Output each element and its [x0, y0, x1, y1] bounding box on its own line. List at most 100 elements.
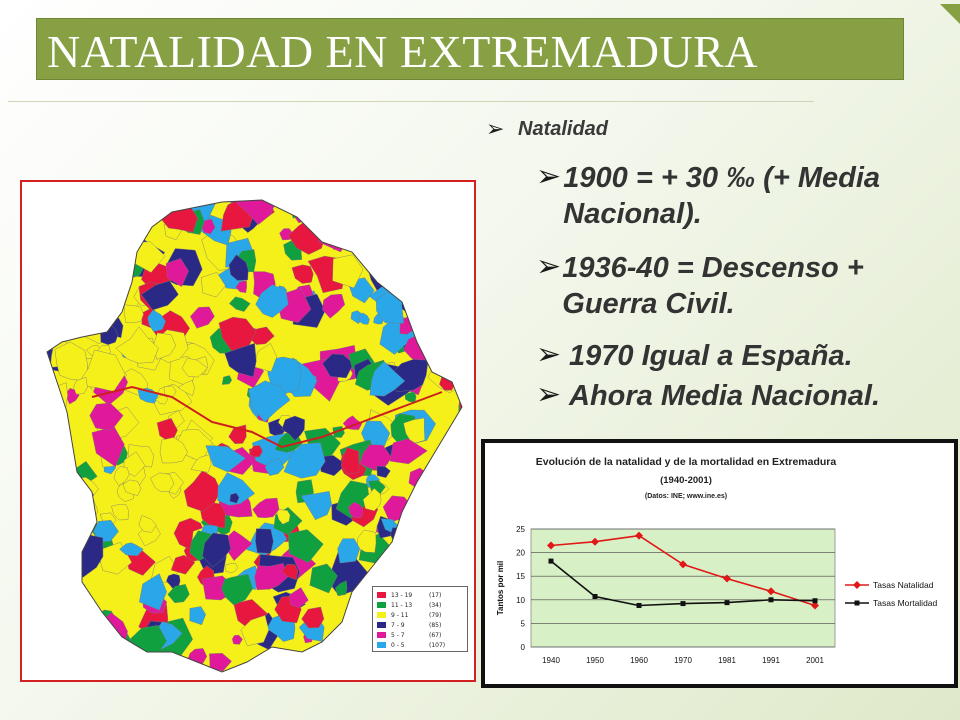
legend-marker	[854, 600, 860, 606]
map-municipality	[183, 470, 221, 512]
bullet-item: ➢ 1936-40 = Descenso + Guerra Civil.	[536, 250, 946, 322]
data-point	[811, 601, 819, 610]
map-municipality	[322, 353, 354, 379]
map-municipality	[228, 254, 249, 281]
map-municipality	[458, 387, 462, 420]
y-tick-label: 0	[521, 643, 526, 652]
map-municipality	[435, 200, 462, 216]
map-municipality	[313, 668, 327, 672]
map-municipality	[425, 208, 454, 232]
map-municipality	[164, 200, 177, 203]
map-municipality	[200, 272, 226, 298]
map-municipality	[291, 204, 306, 219]
legend-swatch	[377, 612, 386, 618]
map-municipality	[452, 426, 462, 443]
map-municipality	[202, 532, 231, 568]
map-municipality	[369, 361, 406, 397]
x-tick-label: 1940	[542, 656, 560, 665]
municipal-map: 13 - 19 (17) 11 - 13 (34) 9 - 11 (79) 7 …	[20, 180, 476, 682]
legend-marker	[853, 581, 861, 589]
map-municipality	[47, 261, 56, 296]
map-municipality	[73, 278, 90, 295]
map-municipality	[439, 232, 462, 254]
map-municipality	[47, 616, 69, 653]
map-municipality	[444, 478, 462, 506]
map-municipality	[47, 485, 74, 523]
map-municipality	[190, 306, 215, 329]
map-municipality	[101, 242, 116, 259]
map-municipality	[109, 223, 131, 245]
legend-count: (67)	[429, 631, 442, 639]
map-municipality	[56, 603, 84, 637]
map-municipality	[390, 562, 404, 576]
map-municipality	[221, 375, 233, 385]
map-municipality	[47, 293, 77, 316]
map-municipality	[170, 554, 196, 575]
map-municipality	[69, 216, 84, 233]
map-municipality	[362, 488, 382, 512]
data-point	[679, 560, 687, 569]
map-municipality	[414, 295, 436, 323]
map-municipality	[47, 284, 67, 309]
legend-row: 11 - 13 (34)	[377, 600, 463, 610]
map-municipality	[275, 508, 291, 525]
map-municipality	[123, 304, 144, 324]
map-municipality	[437, 653, 454, 670]
data-point	[767, 587, 775, 596]
map-municipality	[357, 529, 377, 553]
map-municipality	[51, 257, 61, 273]
map-municipality	[47, 658, 67, 672]
map-municipality	[287, 529, 324, 563]
map-municipality	[50, 382, 68, 408]
map-municipality	[377, 209, 390, 222]
map-municipality	[322, 293, 346, 319]
map-municipality	[47, 604, 64, 625]
legend-count: (34)	[429, 601, 442, 609]
map-municipality	[346, 208, 397, 250]
map-municipality	[63, 292, 79, 309]
map-municipality	[101, 273, 131, 300]
birth-death-rate-chart: Evolución de la natalidad y de la mortal…	[481, 439, 958, 688]
map-municipality	[236, 200, 276, 225]
map-municipality	[449, 424, 462, 455]
map-municipality	[291, 264, 314, 284]
map-municipality	[74, 239, 104, 267]
map-municipality	[405, 510, 454, 549]
map-municipality	[289, 587, 309, 609]
map-municipality	[115, 326, 159, 364]
legend-label: 0 - 5	[391, 641, 405, 649]
legend-swatch	[377, 632, 386, 638]
legend-swatch	[377, 622, 386, 628]
map-municipality	[359, 229, 381, 247]
slide-title: NATALIDAD EN EXTREMADURA	[47, 26, 759, 77]
map-municipality	[415, 552, 431, 566]
map-municipality	[209, 653, 232, 672]
line-chart-svg: Evolución de la natalidad y de la mortal…	[496, 456, 938, 665]
map-municipality	[377, 248, 395, 265]
map-municipality	[116, 653, 144, 672]
map-municipality	[374, 203, 409, 237]
map-municipality	[47, 556, 59, 590]
map-municipality	[224, 343, 257, 378]
arrow-bullet-icon: ➢	[536, 160, 562, 193]
bullet-item-text: 1900 = + 30 ‰ (+ Media Nacional).	[563, 162, 881, 230]
data-point	[768, 597, 774, 603]
data-point	[680, 601, 686, 607]
map-municipality	[217, 472, 256, 506]
arrow-bullet-icon: ➢	[536, 378, 562, 411]
map-municipality	[59, 200, 102, 229]
map-municipality	[73, 376, 88, 395]
map-municipality	[386, 656, 413, 672]
y-axis-label: Tantos por mil	[496, 561, 505, 616]
y-tick-label: 20	[516, 549, 525, 558]
x-tick-label: 1981	[718, 656, 736, 665]
map-municipality	[177, 380, 195, 396]
extremadura-map-image	[46, 199, 463, 673]
map-municipality	[309, 563, 338, 594]
map-municipality	[124, 200, 162, 219]
map-municipality	[47, 548, 57, 573]
map-municipality	[310, 649, 332, 667]
map-municipality	[231, 634, 243, 645]
x-tick-label: 1950	[586, 656, 604, 665]
map-municipality	[457, 332, 462, 359]
